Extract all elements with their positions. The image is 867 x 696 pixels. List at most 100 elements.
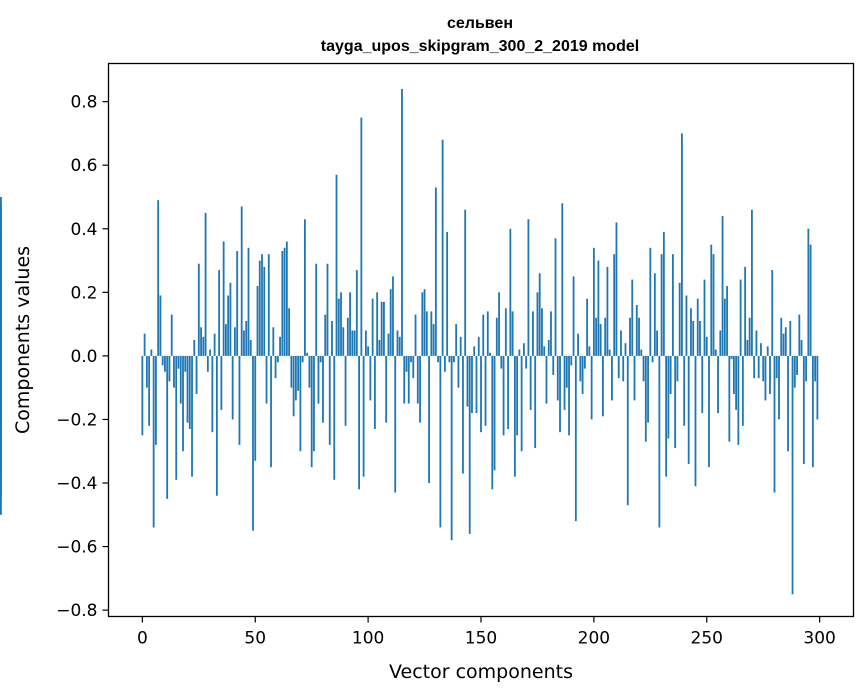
bar <box>211 355 214 433</box>
bar <box>511 311 514 356</box>
bar <box>261 254 263 356</box>
bar <box>676 355 679 382</box>
bar <box>611 355 613 401</box>
bar <box>290 355 293 388</box>
bar <box>728 355 731 442</box>
y-axis-ticks: −0.8 −0.6 −0.4 −0.2 0.0 0.2 0.4 0.6 0.8 <box>56 93 109 621</box>
bar <box>667 355 670 439</box>
bar <box>500 355 503 369</box>
bar <box>152 355 155 528</box>
x-tick-label: 300 <box>803 629 835 649</box>
bar <box>462 355 464 474</box>
bar <box>159 295 162 356</box>
bar <box>574 355 577 522</box>
x-tick-label: 50 <box>244 629 266 649</box>
bar <box>561 203 564 356</box>
bar <box>283 247 286 356</box>
bar <box>446 231 449 356</box>
bar <box>518 349 521 356</box>
bar <box>272 327 275 356</box>
bar <box>559 355 561 433</box>
bar <box>473 346 476 356</box>
plot-frame <box>107 62 855 618</box>
bar <box>541 308 543 356</box>
bar <box>215 355 218 496</box>
chart-subtitle: tayga_upos_skipgram_300_2_2019 model <box>321 38 639 55</box>
bar <box>615 222 618 356</box>
bar <box>193 340 196 356</box>
bar <box>502 355 505 436</box>
bar <box>771 270 774 356</box>
bar <box>367 346 370 356</box>
bar <box>0 336 2 356</box>
bar <box>755 330 758 356</box>
bar <box>579 355 582 382</box>
bar <box>622 355 625 382</box>
bar <box>653 273 656 356</box>
bar <box>507 355 509 429</box>
bar <box>315 263 318 356</box>
bar <box>660 254 663 356</box>
y-tick-label: 0.4 <box>70 220 97 240</box>
x-tick-label: 250 <box>691 629 723 649</box>
bar <box>396 330 399 356</box>
bar <box>0 355 2 401</box>
bar <box>175 355 178 480</box>
y-tick-label: 0.8 <box>70 93 97 113</box>
bar <box>326 263 329 356</box>
bar <box>157 200 160 356</box>
bar <box>764 355 767 401</box>
bar <box>597 260 600 356</box>
bar <box>267 254 270 356</box>
bar <box>319 355 322 363</box>
bar <box>450 355 453 541</box>
bar <box>464 209 467 356</box>
bar <box>484 355 487 426</box>
bar <box>274 355 277 379</box>
bar <box>425 311 428 356</box>
bar <box>234 327 236 356</box>
bar <box>489 352 491 356</box>
bar <box>735 355 738 410</box>
bar <box>407 355 410 404</box>
bar <box>789 320 792 356</box>
bar <box>209 349 211 356</box>
bar <box>227 295 230 356</box>
bar <box>145 355 148 388</box>
bar <box>475 355 478 414</box>
bar <box>394 355 397 493</box>
bar <box>687 355 690 464</box>
bar <box>351 330 354 356</box>
bar <box>191 355 193 477</box>
bar <box>371 298 374 356</box>
bar <box>218 270 221 356</box>
bar <box>337 298 340 356</box>
bar <box>522 343 525 356</box>
bar <box>349 292 351 356</box>
bar <box>437 355 440 363</box>
bar <box>331 320 333 356</box>
bar <box>186 355 189 423</box>
bar <box>705 336 708 356</box>
bar <box>753 355 756 379</box>
bar <box>317 355 320 404</box>
bar <box>245 320 248 356</box>
bar <box>624 343 627 356</box>
bar <box>480 355 482 433</box>
bar <box>304 219 306 356</box>
bar <box>649 247 652 356</box>
bar <box>453 355 455 363</box>
bar <box>699 320 701 356</box>
bar <box>647 355 649 423</box>
bar <box>294 355 297 401</box>
bar <box>590 355 593 420</box>
bar <box>674 355 677 449</box>
bar <box>265 355 268 404</box>
x-axis-label: Vector components <box>389 661 573 683</box>
bar <box>168 355 171 382</box>
bar <box>644 355 647 442</box>
bar <box>748 317 751 356</box>
bar <box>730 355 733 360</box>
bar <box>166 355 169 499</box>
